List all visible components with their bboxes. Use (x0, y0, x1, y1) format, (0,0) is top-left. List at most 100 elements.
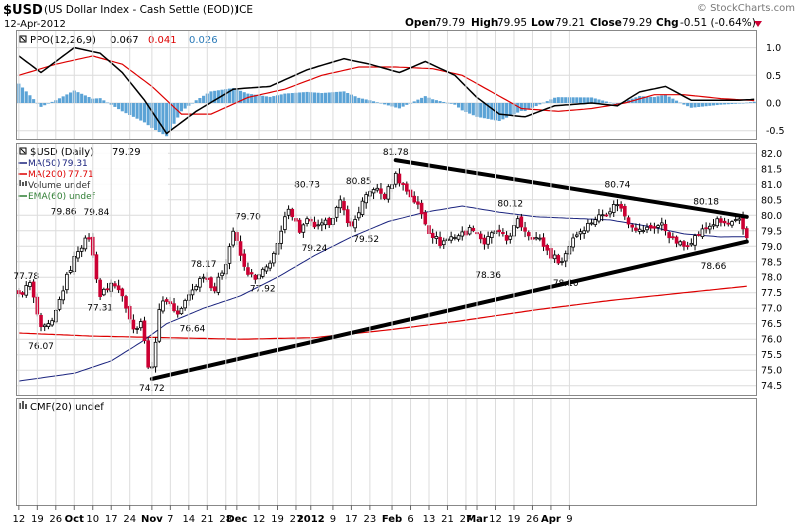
lower-trendline (149, 239, 749, 381)
ppo-histogram-bar (593, 98, 597, 103)
candle-body (556, 255, 561, 264)
ppo-histogram-bar (117, 103, 121, 110)
ppo-histogram-bar (394, 103, 398, 108)
ppo-histogram-bar (316, 92, 320, 103)
quote-chg-label: Chg (656, 17, 679, 29)
candle-body (334, 206, 339, 218)
quote-open-label: Open (405, 17, 436, 29)
ppo-histogram-bar (146, 103, 150, 126)
ppo-histogram-bar (711, 103, 716, 106)
ppo-histogram-bar (183, 103, 187, 109)
ppo-histogram-bar (438, 101, 442, 103)
ppo-histogram-bar (460, 103, 464, 111)
candle-body (526, 232, 531, 237)
ppo-histogram-bar (501, 103, 505, 120)
quote-open: 79.79 (435, 17, 465, 29)
ppo-histogram-bar (264, 96, 268, 103)
ppo-histogram-bar (405, 103, 409, 105)
ppo-histogram-bar (298, 92, 302, 103)
candle-body (401, 183, 405, 186)
ppo-histogram-bar (57, 98, 62, 103)
candle-body (260, 268, 265, 277)
candle-body (227, 246, 232, 264)
candle-body (508, 235, 513, 240)
candle-body (76, 251, 80, 259)
candle-body (386, 186, 391, 200)
candle-body (290, 208, 295, 218)
price-y-tick: 78.0 (761, 273, 782, 284)
candle-body (393, 172, 398, 185)
candle-body (430, 232, 435, 238)
ppo-histogram-bar (383, 103, 387, 105)
candle-body (113, 283, 117, 287)
candle-body (105, 288, 110, 291)
ppo-histogram-bar (353, 96, 357, 103)
candle-body (534, 237, 538, 240)
candle-body (578, 231, 583, 235)
ppo-legend-signal: 0.041 (148, 35, 177, 46)
ppo-histogram-bar (667, 96, 671, 103)
candle-body (61, 290, 65, 301)
candle-body (172, 303, 176, 312)
candle-body (246, 267, 250, 275)
candle-body (641, 230, 646, 232)
ppo-histogram-bar (556, 97, 560, 103)
candle-body (131, 319, 136, 330)
ppo-histogram-bar (534, 103, 538, 107)
ppo-histogram-bar (412, 101, 416, 103)
ppo-histogram-bar (578, 97, 583, 103)
candle-body (142, 320, 147, 342)
price-y-tick: 80.0 (761, 211, 782, 222)
ppo-histogram-bar (686, 103, 690, 107)
ppo-histogram-bar (449, 103, 453, 104)
ppo-histogram-bar (723, 103, 727, 105)
ppo-histogram-bar (305, 91, 309, 103)
ppo-histogram-bar (586, 97, 590, 103)
candle-body (216, 276, 221, 293)
ppo-histogram-bar (457, 103, 461, 108)
candle-body (545, 245, 550, 251)
candle-body (220, 272, 224, 277)
candle-body (338, 199, 343, 209)
header-description: (US Dollar Index - Cash Settle (EOD)) (44, 4, 238, 16)
price-y-tick: 78.5 (761, 257, 782, 268)
ppo-histogram-bar (287, 93, 291, 103)
x-tick-label: 19 (271, 514, 284, 525)
candle-body (623, 205, 627, 217)
price-annotation: 79.24 (302, 244, 328, 254)
price-annotation: 79.52 (353, 235, 379, 245)
price-annotation: 79.70 (235, 213, 261, 223)
ppo-histogram-bar (346, 92, 350, 103)
x-tick-label: 27 (290, 514, 303, 525)
price-annotation: 78.10 (553, 279, 579, 289)
candle-body (20, 292, 25, 295)
ppo-histogram-bar (139, 103, 143, 121)
price-annotation: 81.78 (383, 148, 409, 158)
candle-body (371, 189, 376, 194)
price-annotation: 77.31 (87, 304, 113, 314)
candle-body (552, 254, 557, 260)
candle-body (704, 227, 708, 230)
candle-body (87, 237, 91, 240)
volume-legend: Volume undef (28, 181, 91, 191)
ppo-histogram-bar (730, 103, 734, 104)
candle-body (268, 262, 272, 269)
ppo-histogram-bar (434, 100, 438, 103)
price-annotation: 78.36 (475, 271, 501, 281)
ppo-histogram-bar (541, 102, 546, 104)
price-y-tick: 76.0 (761, 335, 782, 346)
ppo-histogram-bar (597, 99, 601, 103)
ppo-histogram-bar (165, 103, 169, 137)
candle-body (449, 236, 453, 241)
ppo-histogram-bar (338, 91, 342, 103)
ppo-histogram-bar (689, 103, 693, 108)
ppo-legend-value: 0.067 (110, 35, 139, 46)
ppo-histogram-bar (490, 103, 494, 120)
ppo-histogram-bar (715, 103, 719, 106)
candle-body (175, 310, 180, 315)
ppo-histogram-bar (431, 99, 435, 103)
x-tick-label: 21 (201, 514, 214, 525)
candle-body (482, 237, 487, 245)
candle-body (301, 224, 306, 233)
candle-body (541, 237, 546, 247)
